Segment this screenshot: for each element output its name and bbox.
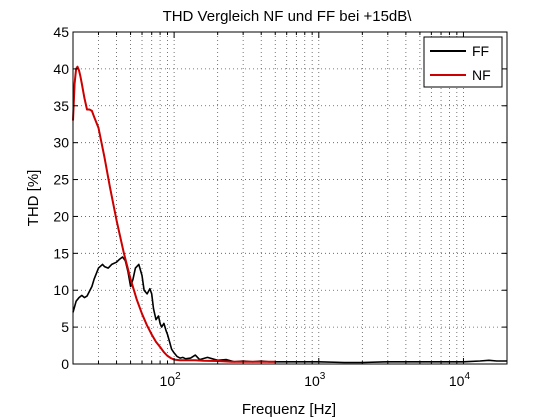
y-tick-label: 25 [53,172,69,188]
ticks: 0 5 10 15 20 25 30 35 40 45 102 103 104 [53,24,507,389]
y-tick-label: 5 [61,319,69,335]
legend: FF NF [423,36,503,88]
legend-label-ff: FF [472,43,489,59]
x-tick-label: 102 [160,371,182,389]
series-line-nf [72,65,276,363]
y-axis-title: THD [%] [25,170,42,227]
y-tick-label: 40 [53,61,69,77]
legend-label-nf: NF [472,67,491,83]
series-layer [72,65,507,364]
plot-frame [72,31,508,365]
x-tick-label: 104 [449,371,471,389]
series-line-ff [72,256,507,364]
y-tick-label: 35 [53,98,69,114]
y-tick-label: 30 [53,135,69,151]
y-tick-label: 45 [53,24,69,40]
legend-box [423,36,503,88]
grid [73,32,507,364]
chart-title: THD Vergleich NF und FF bei +15dB\ [163,8,413,25]
y-tick-label: 20 [53,208,69,224]
x-tick-label: 103 [304,371,326,389]
y-tick-label: 0 [61,356,69,372]
x-axis-title: Frequenz [Hz] [242,401,336,418]
y-tick-label: 15 [53,245,69,261]
y-tick-label: 10 [53,282,69,298]
